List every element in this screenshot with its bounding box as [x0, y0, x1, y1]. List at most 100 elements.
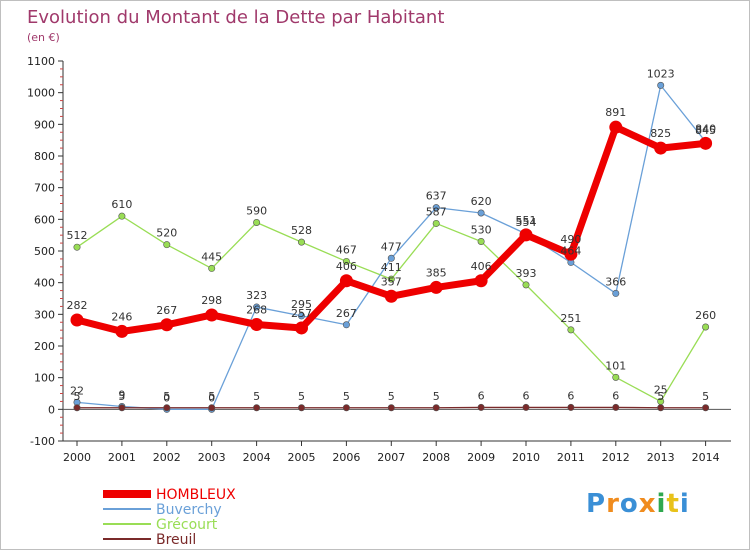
- y-tick-label: 900: [34, 118, 55, 131]
- x-tick-label: 2014: [692, 451, 720, 464]
- data-label-gr-court: 101: [605, 359, 626, 372]
- data-point-hombleux: [339, 274, 353, 288]
- data-label-gr-court: 260: [695, 309, 716, 322]
- data-label-breuil: 5: [343, 390, 350, 403]
- data-point-breuil: [342, 404, 350, 412]
- data-label-breuil: 6: [612, 389, 619, 402]
- data-label-gr-court: 25: [654, 383, 668, 396]
- y-tick-label: 1100: [27, 55, 55, 68]
- logo-letter: i: [656, 489, 667, 519]
- data-point-gr-court: [522, 281, 530, 289]
- data-point-gr-court: [342, 257, 350, 265]
- data-point-gr-court: [253, 219, 261, 227]
- data-label-breuil: 6: [523, 389, 530, 402]
- data-label-hombleux: 268: [246, 303, 267, 316]
- data-label-hombleux: 298: [201, 294, 222, 307]
- data-label-gr-court: 512: [67, 229, 88, 242]
- data-point-gr-court: [297, 238, 305, 246]
- data-label-buverchy: 0: [208, 391, 215, 404]
- data-label-buverchy: 22: [70, 384, 84, 397]
- x-tick-label: 2012: [602, 451, 630, 464]
- legend-label-gr-court: Grécourt: [156, 517, 218, 533]
- data-point-breuil: [522, 403, 530, 411]
- data-point-breuil: [73, 404, 81, 412]
- data-label-breuil: 6: [478, 389, 485, 402]
- data-point-hombleux: [250, 317, 264, 331]
- data-point-breuil: [297, 404, 305, 412]
- data-point-hombleux: [384, 289, 398, 303]
- x-tick-label: 2010: [512, 451, 540, 464]
- data-point-breuil: [118, 404, 126, 412]
- logo-letter: r: [606, 489, 620, 519]
- y-tick-label: 700: [34, 182, 55, 195]
- data-point-hombleux: [609, 120, 623, 134]
- data-point-buverchy: [387, 254, 395, 262]
- y-tick-label: 0: [48, 403, 55, 416]
- data-label-buverchy: 366: [605, 275, 626, 288]
- data-point-breuil: [657, 404, 665, 412]
- data-label-buverchy: 1023: [647, 67, 675, 80]
- axes: -100010020030040050060070080090010001100…: [27, 55, 731, 464]
- data-label-breuil: 5: [298, 390, 305, 403]
- data-label-breuil: 5: [74, 390, 81, 403]
- logo-letter: t: [666, 489, 680, 519]
- data-point-breuil: [387, 404, 395, 412]
- data-label-breuil: 5: [253, 390, 260, 403]
- logo-letter: P: [586, 489, 607, 519]
- data-label-breuil: 5: [208, 390, 215, 403]
- data-label-buverchy: 845: [695, 124, 716, 137]
- data-point-breuil: [477, 403, 485, 411]
- data-label-hombleux: 267: [156, 304, 177, 317]
- data-point-gr-court: [477, 238, 485, 246]
- data-point-buverchy: [342, 321, 350, 329]
- data-point-gr-court: [702, 323, 710, 331]
- legend-label-hombleux: HOMBLEUX: [156, 487, 236, 503]
- data-label-breuil: 5: [657, 390, 664, 403]
- data-label-gr-court: 528: [291, 224, 312, 237]
- data-label-buverchy: 0: [163, 391, 170, 404]
- data-label-hombleux: 357: [381, 275, 402, 288]
- data-label-buverchy: 637: [426, 190, 447, 203]
- data-point-buverchy: [477, 209, 485, 217]
- legend-label-breuil: Breuil: [156, 532, 196, 548]
- data-label-gr-court: 445: [201, 250, 222, 263]
- data-label-buverchy: 620: [471, 195, 492, 208]
- data-point-buverchy: [297, 312, 305, 320]
- logo-letter: o: [619, 489, 639, 519]
- data-label-buverchy: 9: [118, 388, 125, 401]
- data-label-hombleux: 257: [291, 307, 312, 320]
- x-tick-label: 2002: [153, 451, 181, 464]
- data-label-breuil: 5: [702, 390, 709, 403]
- chart-title: Evolution du Montant de la Dette par Hab…: [27, 7, 444, 28]
- data-point-breuil: [253, 404, 261, 412]
- data-label-hombleux: 891: [605, 106, 626, 119]
- y-tick-label: 500: [34, 245, 55, 258]
- data-point-hombleux: [429, 280, 443, 294]
- x-tick-label: 2009: [467, 451, 495, 464]
- x-tick-label: 2003: [198, 451, 226, 464]
- x-tick-label: 2004: [243, 451, 271, 464]
- data-point-buverchy: [253, 303, 261, 311]
- x-tick-label: 2000: [63, 451, 91, 464]
- y-tick-label: 100: [34, 372, 55, 385]
- data-label-gr-court: 587: [426, 205, 447, 218]
- x-tick-label: 2007: [377, 451, 405, 464]
- x-tick-label: 2006: [332, 451, 360, 464]
- y-tick-label: 600: [34, 213, 55, 226]
- y-tick-label: -100: [30, 435, 55, 448]
- series-layer: [70, 81, 713, 413]
- x-tick-label: 2011: [557, 451, 585, 464]
- data-label-gr-court: 610: [111, 198, 132, 211]
- data-label-buverchy: 554: [516, 216, 537, 229]
- data-point-hombleux: [654, 141, 668, 155]
- data-label-hombleux: 385: [426, 266, 447, 279]
- data-label-hombleux: 551: [516, 214, 537, 227]
- y-tick-label: 800: [34, 150, 55, 163]
- data-label-hombleux: 246: [111, 310, 132, 323]
- data-label-hombleux: 825: [650, 127, 671, 140]
- data-point-hombleux: [160, 318, 174, 332]
- x-tick-label: 2008: [422, 451, 450, 464]
- data-labels: 5126105204455905284674115875303932511012…: [67, 67, 717, 404]
